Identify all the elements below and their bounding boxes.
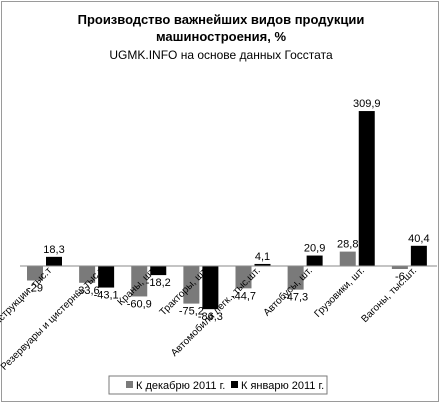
chart-title-line1: Производство важнейших видов продукции <box>78 12 365 27</box>
bar-december-1 <box>79 266 96 283</box>
bar-january-2 <box>150 266 167 276</box>
legend-swatch-january <box>231 381 238 388</box>
bar-december-6 <box>339 251 356 266</box>
data-label-january-0: 18,3 <box>43 244 64 256</box>
legend: К декабрю 2011 г. К январю 2011 г. <box>108 375 328 395</box>
bar-december-4 <box>235 266 252 289</box>
data-label-january-6: 309,9 <box>353 98 381 110</box>
bar-january-0 <box>46 256 62 266</box>
bar-december-7 <box>391 266 408 269</box>
data-label-december-2: -60,9 <box>127 298 152 310</box>
data-label-january-1: -43,1 <box>94 290 119 302</box>
legend-box <box>108 375 328 395</box>
bar-january-6 <box>358 111 375 266</box>
bar-january-4 <box>254 263 271 266</box>
bar-december-2 <box>131 266 148 297</box>
bar-december-5 <box>287 266 304 290</box>
data-label-january-7: 40,4 <box>408 233 429 245</box>
chart-title-line2: машиностроения, % <box>156 29 286 44</box>
legend-label-december: К декабрю 2011 г. <box>136 380 225 392</box>
bar-january-1 <box>98 266 115 288</box>
category-label-1: Резервуары и цистерны, тыс.т <box>0 265 107 373</box>
chart-subtitle: UGMK.INFO на основе данных Госстата <box>109 48 333 62</box>
data-label-december-3: -75,2 <box>179 306 204 318</box>
bar-december-0 <box>27 266 43 281</box>
data-label-december-1: -33,6 <box>75 285 100 297</box>
data-labels-group: -29 18,3 -33,6-43,1 -60,9 -18,2 -75,2-86,3 -44… <box>27 98 430 323</box>
data-label-december-4: -44,7 <box>231 290 256 302</box>
data-label-december-5: -47,3 <box>283 292 308 304</box>
bar-january-5 <box>306 255 323 266</box>
bar-december-3 <box>183 266 200 304</box>
category-label-6: Грузовики, шт. <box>312 265 366 319</box>
data-label-december-6: 28,8 <box>337 239 358 251</box>
data-label-january-3: -86,3 <box>198 311 223 323</box>
bar-january-7 <box>410 245 427 266</box>
data-label-december-0: -29 <box>27 283 43 295</box>
data-label-january-5: 20,9 <box>304 243 325 255</box>
data-label-december-7: -6 <box>395 271 405 283</box>
legend-label-january: К январю 2011 г. <box>241 380 324 392</box>
data-label-january-2: -18,2 <box>146 277 171 289</box>
data-label-january-4: 4,1 <box>255 251 270 263</box>
category-label-7: Вагоны, тыс.шт. <box>359 265 419 325</box>
bars-group <box>27 111 427 310</box>
legend-swatch-december <box>126 381 133 388</box>
bar-january-3 <box>202 266 219 310</box>
